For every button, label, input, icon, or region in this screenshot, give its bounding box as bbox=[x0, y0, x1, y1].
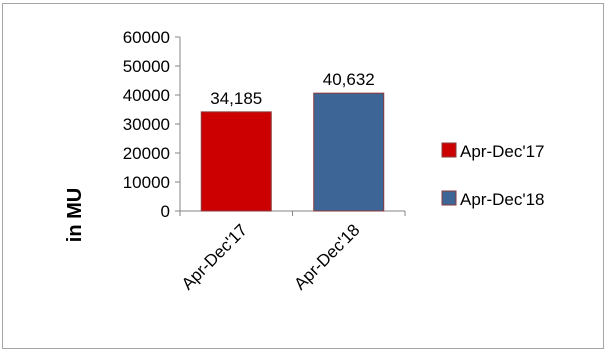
legend-swatch bbox=[441, 190, 457, 206]
x-tick-label: Apr-Dec'18 bbox=[290, 220, 363, 293]
x-axis-ticks: Apr-Dec'17 Apr-Dec'18 bbox=[178, 211, 406, 294]
bar bbox=[313, 92, 385, 212]
x-tick-label: Apr-Dec'17 bbox=[178, 220, 251, 293]
y-tick-label: 20000 bbox=[123, 144, 170, 163]
y-tick-label: 60000 bbox=[123, 28, 170, 47]
y-axis-title: in MU bbox=[64, 188, 86, 242]
legend-label: Apr-Dec'17 bbox=[460, 142, 545, 161]
y-tick-label: 10000 bbox=[123, 173, 170, 192]
legend: Apr-Dec'17 Apr-Dec'18 bbox=[441, 142, 545, 209]
y-axis-ticks: 0 10000 20000 30000 40000 50000 60000 bbox=[123, 28, 180, 221]
y-tick-label: 40000 bbox=[123, 86, 170, 105]
data-label: 34,185 bbox=[210, 89, 262, 108]
y-tick-label: 0 bbox=[161, 202, 170, 221]
bars bbox=[200, 92, 385, 212]
y-tick-label: 30000 bbox=[123, 115, 170, 134]
data-labels: 34,185 40,632 bbox=[210, 70, 375, 108]
bar bbox=[200, 111, 272, 212]
data-label: 40,632 bbox=[323, 70, 375, 89]
chart-area bbox=[2, 3, 604, 349]
legend-swatch bbox=[441, 142, 457, 158]
legend-label: Apr-Dec'18 bbox=[460, 190, 545, 209]
y-tick-label: 50000 bbox=[123, 57, 170, 76]
